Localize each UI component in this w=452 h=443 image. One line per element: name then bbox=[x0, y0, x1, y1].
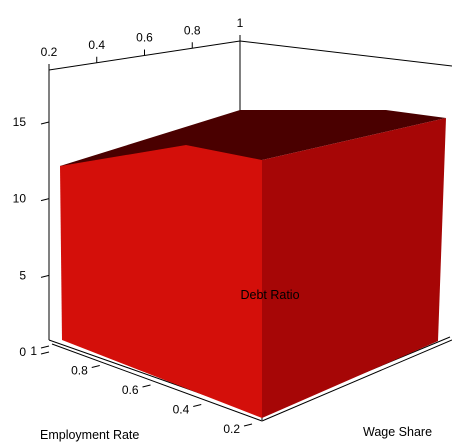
y-axis-tick-label: 1 bbox=[30, 344, 37, 358]
z-axis-tick-label: 15 bbox=[13, 115, 27, 129]
top-axis-tick-label: 0.4 bbox=[88, 38, 105, 52]
z-axis-tick-label: 5 bbox=[19, 268, 26, 282]
floor-line-left bbox=[51, 343, 263, 422]
y-axis-tick bbox=[193, 404, 202, 407]
z-axis: 15 10 5 0 bbox=[13, 115, 50, 359]
y-axis-tick-label: 0.6 bbox=[122, 383, 139, 397]
x-axis-title: Wage Share bbox=[363, 425, 432, 439]
y-axis-tick-label: 0.8 bbox=[71, 364, 88, 378]
y-axis: 1 0.8 0.6 0.4 0.2 bbox=[30, 344, 253, 436]
y-axis-tick bbox=[243, 423, 253, 427]
y-axis-tick bbox=[40, 345, 50, 349]
z-axis-tick-label: 10 bbox=[13, 192, 27, 206]
top-axis-tick-label: 0.2 bbox=[41, 45, 58, 59]
z-axis-title: Debt Ratio bbox=[240, 288, 299, 302]
top-axis: 0.2 0.4 0.6 0.8 1 bbox=[41, 16, 244, 70]
surface-side-face bbox=[262, 118, 446, 418]
y-axis-title: Employment Rate bbox=[40, 428, 139, 442]
z-axis-tick-label: 0 bbox=[19, 345, 26, 359]
surface-front-face bbox=[60, 145, 262, 418]
z-axis-tick bbox=[40, 121, 50, 125]
y-axis-tick-label: 0.4 bbox=[173, 403, 190, 417]
y-axis-tick-label: 0.2 bbox=[223, 422, 240, 436]
box-edge-top-right bbox=[239, 40, 452, 67]
y-axis-tick bbox=[142, 384, 151, 388]
z-axis-tick bbox=[40, 198, 50, 202]
y-axis-tick bbox=[91, 365, 100, 368]
top-axis-tick-label: 0.8 bbox=[184, 23, 201, 37]
floor-edges bbox=[51, 339, 452, 422]
z-axis-tick bbox=[40, 274, 50, 278]
floor-line-right bbox=[261, 339, 452, 422]
z-axis-tick bbox=[40, 351, 50, 355]
top-axis-tick-label: 0.6 bbox=[136, 31, 153, 45]
surface-faces bbox=[60, 110, 446, 418]
top-axis-tick-label: 1 bbox=[237, 16, 244, 30]
